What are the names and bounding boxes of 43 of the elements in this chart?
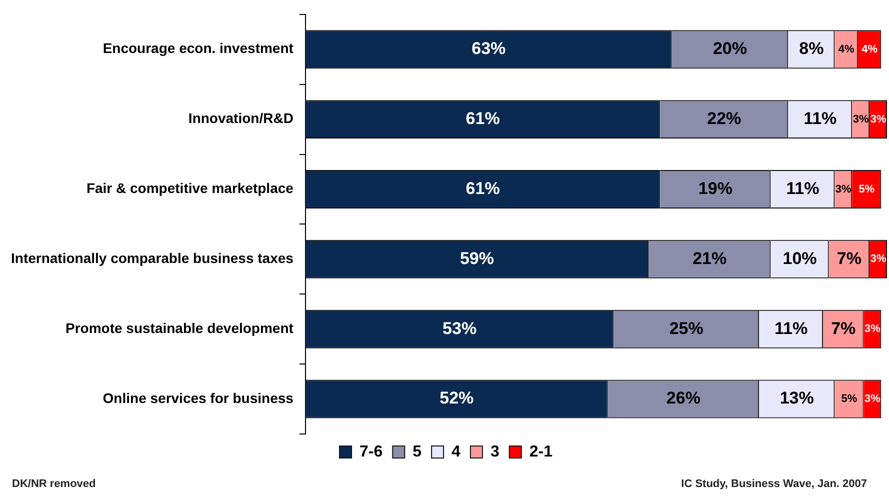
data-label: 59%	[460, 248, 494, 268]
text: IC Study, Business Wave, Jan. 2007	[681, 478, 867, 490]
legend-label: 7-6	[360, 443, 383, 460]
data-label: 3%	[870, 253, 886, 266]
data-label: 3%	[835, 183, 852, 196]
data-label: 13%	[780, 388, 814, 408]
data-label: 11%	[804, 108, 837, 128]
data-label: 10%	[782, 248, 817, 268]
data-label: 26%	[666, 388, 700, 408]
data-label: 7%	[831, 318, 856, 338]
legend-label: 2-1	[529, 443, 553, 460]
data-label: 61%	[466, 108, 500, 128]
data-label: 21%	[692, 248, 727, 268]
data-label: 61%	[466, 178, 500, 198]
y-tick-label: Innovation/R&D	[188, 110, 294, 126]
legend-label: 3	[490, 443, 500, 460]
y-tick-label: Fair & competitive marketplace	[86, 180, 294, 196]
data-label: 3%	[852, 113, 869, 126]
y-tick-label: Encourage econ. investment	[102, 40, 294, 56]
data-label: 4%	[838, 43, 854, 56]
y-tick-label: Internationally comparable business taxes	[10, 250, 294, 266]
data-label: 5%	[858, 183, 875, 196]
data-label: 11%	[774, 318, 808, 338]
data-label: 53%	[442, 318, 477, 338]
data-label: 5%	[841, 393, 858, 406]
text: DK/NR removed	[12, 478, 96, 490]
data-label: 3%	[864, 393, 881, 406]
data-label: 11%	[786, 178, 820, 198]
data-label: 52%	[440, 388, 474, 408]
data-label: 20%	[712, 39, 747, 58]
legend-label: 4	[452, 443, 461, 460]
data-label: 7%	[836, 248, 862, 268]
data-label: 22%	[707, 108, 742, 128]
data-label: 3%	[864, 323, 881, 336]
data-label: 4%	[862, 43, 878, 56]
data-label: 25%	[669, 318, 704, 338]
y-tick-label: Online services for business	[102, 390, 294, 406]
legend-label: 5	[412, 443, 422, 460]
y-tick-label: Promote sustainable development	[65, 320, 294, 336]
data-label: 19%	[698, 178, 732, 198]
data-label: 8%	[799, 39, 824, 58]
data-label: 3%	[870, 113, 886, 126]
data-label: 63%	[472, 39, 506, 58]
